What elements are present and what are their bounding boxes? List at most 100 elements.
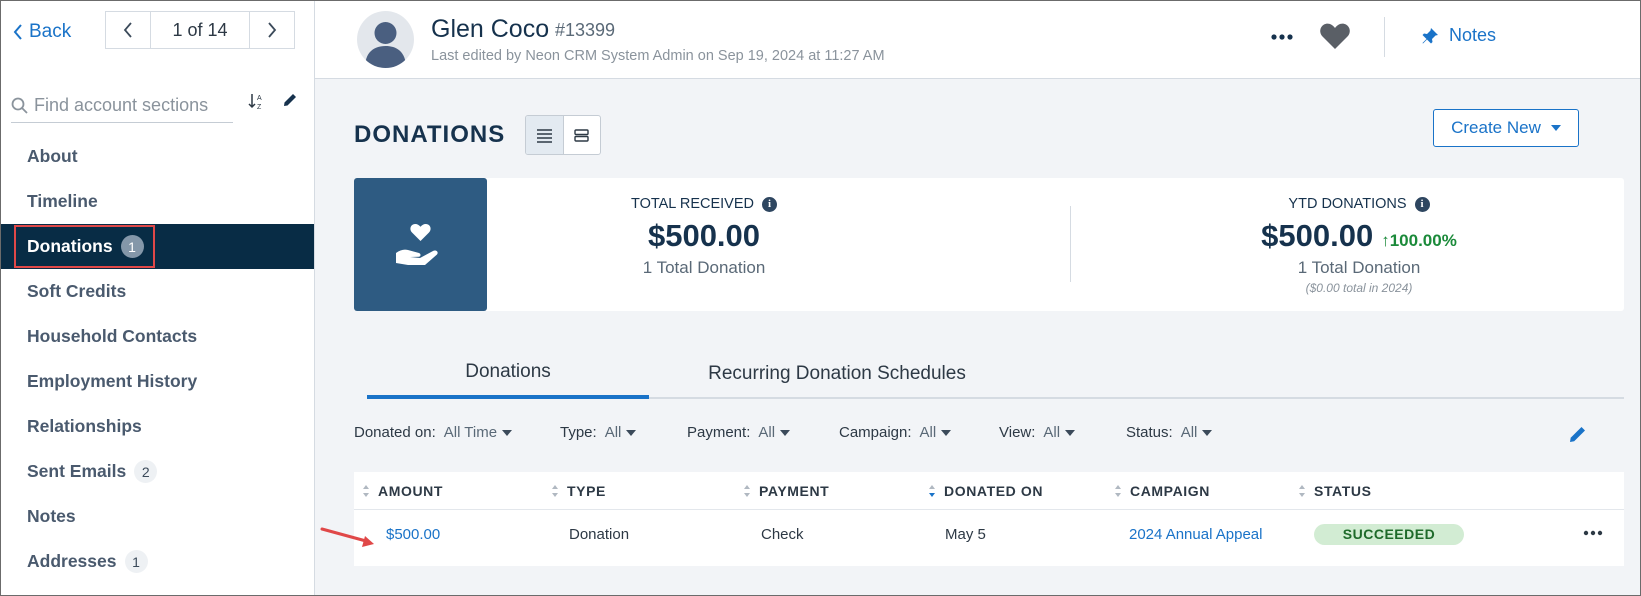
column-header-amount[interactable]: AMOUNT: [362, 472, 443, 510]
more-icon[interactable]: [1582, 525, 1604, 541]
sidebar-item-employment-history[interactable]: Employment History: [1, 359, 314, 404]
filter-view[interactable]: View: All: [999, 424, 1076, 441]
filter-value: All: [758, 424, 776, 441]
total-received-value: $500.00: [647, 218, 761, 253]
sidebar-item-about[interactable]: About: [1, 134, 314, 179]
section-search-input[interactable]: [34, 95, 224, 116]
chevron-left-icon: [13, 24, 22, 40]
section-nav: About Timeline Donations 1 Soft Credits …: [1, 134, 314, 584]
sidebar-item-label: Donations: [27, 236, 113, 256]
donations-table: AMOUNT TYPE PAYMENT DONATED ON CAMPAIGN …: [354, 472, 1624, 566]
back-label: Back: [29, 21, 72, 42]
chevron-left-icon: [123, 22, 132, 38]
sort-icon: [1115, 485, 1121, 497]
pin-icon: [1422, 27, 1438, 43]
total-received-stat: TOTAL RECEIVED i $500.00 1 Total Donatio…: [534, 196, 874, 278]
ytd-count: 1 Total Donation: [1297, 258, 1421, 277]
pencil-icon[interactable]: [281, 91, 299, 109]
donation-type-cell: Donation: [569, 525, 630, 543]
sort-icon: [744, 485, 750, 497]
info-icon[interactable]: i: [1414, 196, 1430, 212]
page-title: DONATIONS: [354, 121, 506, 148]
more-icon[interactable]: [1267, 25, 1297, 49]
filter-payment[interactable]: Payment: All: [687, 424, 791, 441]
ytd-donations-stat: YTD DONATIONS i $500.00 ↑100.00% 1 Total …: [1194, 196, 1524, 295]
filter-label: Campaign:: [839, 424, 912, 441]
column-header-campaign[interactable]: CAMPAIGN: [1114, 472, 1210, 510]
sidebar-item-label: Addresses: [27, 551, 117, 571]
column-header-type[interactable]: TYPE: [551, 472, 606, 510]
count-badge: 1: [120, 235, 144, 258]
status-badge: SUCCEEDED: [1314, 523, 1464, 545]
avatar: [357, 11, 414, 68]
heart-hand-icon: [396, 223, 438, 265]
column-header-payment[interactable]: PAYMENT: [743, 472, 829, 510]
donation-icon-block: [354, 178, 487, 311]
chevron-down-icon: [502, 429, 513, 436]
filter-campaign[interactable]: Campaign: All: [839, 424, 952, 441]
ytd-value-row: $500.00 ↑100.00%: [1194, 218, 1524, 254]
filter-type[interactable]: Type: All: [560, 424, 637, 441]
sidebar-item-relationships[interactable]: Relationships: [1, 404, 314, 449]
column-header-status[interactable]: STATUS: [1298, 472, 1372, 510]
chevron-down-icon: [941, 429, 952, 436]
tab-recurring-donation-schedules[interactable]: Recurring Donation Schedules: [708, 363, 966, 384]
create-new-button[interactable]: Create New: [1433, 109, 1579, 147]
filter-label: View:: [999, 424, 1036, 441]
summary-divider: [1070, 206, 1071, 282]
sidebar-item-household-contacts[interactable]: Household Contacts: [1, 314, 314, 359]
heart-icon[interactable]: [1319, 21, 1351, 51]
column-label: DONATED ON: [944, 483, 1044, 499]
back-link[interactable]: Back: [13, 21, 71, 43]
sidebar-item-label: Notes: [27, 506, 76, 526]
pencil-icon[interactable]: [1567, 423, 1589, 445]
total-received-label: TOTAL RECEIVED: [630, 196, 754, 212]
card-view-button[interactable]: [564, 116, 601, 154]
sidebar-item-notes[interactable]: Notes: [1, 494, 314, 539]
sidebar-item-label: Household Contacts: [27, 326, 198, 346]
sidebar-item-sent-emails[interactable]: Sent Emails 2: [1, 449, 314, 494]
arrow-up-icon: ↑: [1381, 231, 1390, 250]
column-header-donated-on[interactable]: DONATED ON: [928, 472, 1043, 510]
table-header: AMOUNT TYPE PAYMENT DONATED ON CAMPAIGN …: [354, 472, 1624, 510]
donation-date-cell: May 5: [945, 525, 986, 543]
sidebar-item-donations[interactable]: Donations 1: [1, 224, 314, 269]
create-new-label: Create New: [1451, 118, 1541, 137]
notes-button[interactable]: Notes: [1421, 25, 1496, 46]
record-pager: 1 of 14: [105, 11, 295, 49]
previous-record-button[interactable]: [106, 12, 150, 48]
donation-payment-cell: Check: [761, 525, 804, 543]
sort-az-icon[interactable]: A Z: [247, 91, 267, 111]
sidebar-item-label: Employment History: [27, 371, 198, 391]
sidebar-item-label: Sent Emails: [27, 461, 127, 481]
main-content: DONATIONS Create New TOTAL RECEIVED: [315, 79, 1640, 595]
list-view-button[interactable]: [526, 116, 564, 154]
filter-value: All: [1043, 424, 1061, 441]
chevron-down-icon: [626, 429, 637, 436]
filter-label: Type:: [560, 424, 597, 441]
account-id: #13399: [555, 20, 616, 40]
notes-label: Notes: [1449, 25, 1497, 45]
info-icon[interactable]: i: [762, 196, 777, 212]
sidebar-item-addresses[interactable]: Addresses 1: [1, 539, 314, 584]
status-cell: SUCCEEDED: [1314, 511, 1464, 557]
donation-amount-link[interactable]: $500.00: [386, 525, 441, 543]
ytd-change: ↑100.00%: [1381, 231, 1457, 250]
svg-text:Z: Z: [257, 104, 262, 111]
user-avatar-icon: [365, 22, 406, 68]
sidebar-item-label: About: [27, 146, 78, 166]
chevron-down-icon: [1202, 429, 1213, 436]
column-label: CAMPAIGN: [1130, 483, 1210, 499]
filter-donated-on[interactable]: Donated on: All Time: [354, 424, 513, 441]
account-name: Glen Coco: [431, 15, 550, 43]
next-record-button[interactable]: [250, 12, 294, 48]
column-label: PAYMENT: [759, 483, 830, 499]
filter-status[interactable]: Status: All: [1126, 424, 1213, 441]
tab-donations[interactable]: Donations: [367, 349, 649, 399]
sidebar: Back 1 of 14 A Z About Timeline Donation…: [1, 1, 315, 595]
chevron-down-icon: [780, 429, 791, 436]
sidebar-item-soft-credits[interactable]: Soft Credits: [1, 269, 314, 314]
sort-icon: [552, 485, 558, 497]
campaign-link[interactable]: 2024 Annual Appeal: [1129, 525, 1263, 543]
sidebar-item-timeline[interactable]: Timeline: [1, 179, 314, 224]
